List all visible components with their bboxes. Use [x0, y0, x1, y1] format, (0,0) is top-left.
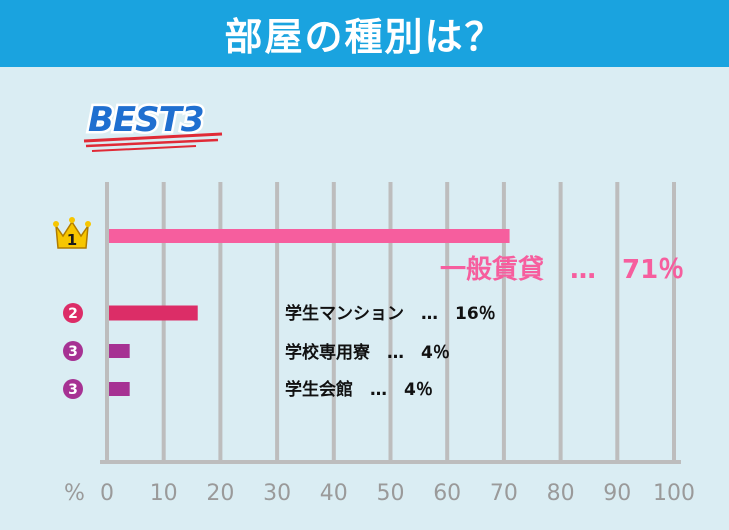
rank-badge-icon: 3	[63, 341, 83, 361]
x-tick-labels: 0 10 20 30 40 50 60 70 80 90 100	[100, 481, 695, 506]
crown-jewel	[85, 221, 91, 227]
x-tick-label: 30	[263, 481, 291, 506]
bar-label-4: 学生会館 … 4％	[285, 379, 433, 400]
x-tick-label: 80	[547, 481, 575, 506]
bar-labels: 一般賃貸 … 71％ 学生マンション … 16％ 学校専用寮 … 4％ 学生会館 … …	[285, 254, 684, 400]
x-tick-label: 40	[320, 481, 348, 506]
bar-label-2: 学生マンション … 16％	[285, 303, 496, 324]
crown-icon	[54, 220, 90, 249]
bar-4	[109, 382, 130, 396]
bars	[109, 229, 510, 396]
best3-badge: BEST3	[83, 98, 223, 152]
crown-jewel	[69, 217, 75, 223]
crown-jewel	[53, 221, 59, 227]
bar-label-1: 一般賃貸 … 71％	[440, 254, 684, 285]
x-tick-label: 90	[603, 481, 631, 506]
best3-label: BEST3	[88, 100, 203, 140]
rank-circle	[63, 341, 83, 361]
bar-2	[109, 305, 198, 321]
crown-rank-icon: 1	[53, 217, 91, 249]
x-axis-unit: %	[64, 481, 85, 506]
x-tick-label: 50	[377, 481, 405, 506]
rank-number: 3	[68, 344, 78, 360]
header-banner: 部屋の種別は？	[0, 0, 729, 67]
bar-1	[109, 229, 510, 243]
rank-number: 3	[68, 382, 78, 398]
page-title: 部屋の種別は？	[224, 15, 505, 59]
rank-circle	[63, 303, 83, 323]
bar-3	[109, 344, 130, 358]
rank-number: 1	[67, 231, 77, 249]
x-tick-label: 100	[653, 481, 695, 506]
rank-badge-icon: 2	[63, 303, 83, 323]
grid-lines	[100, 182, 681, 464]
x-tick-label: 60	[433, 481, 461, 506]
x-tick-label: 10	[150, 481, 178, 506]
badge-underline-1	[83, 132, 223, 143]
badge-underline-3	[91, 145, 197, 152]
x-tick-label: 70	[490, 481, 518, 506]
bar-label-3: 学校専用寮 … 4％	[285, 342, 450, 363]
x-tick-label: 20	[206, 481, 234, 506]
rank-icons: 1 2 3 3	[53, 217, 91, 399]
rank-circle	[63, 379, 83, 399]
x-tick-label: 0	[100, 481, 114, 506]
badge-underline-2	[85, 138, 219, 148]
rank-badge-icon: 3	[63, 379, 83, 399]
rank-number: 2	[68, 306, 78, 322]
